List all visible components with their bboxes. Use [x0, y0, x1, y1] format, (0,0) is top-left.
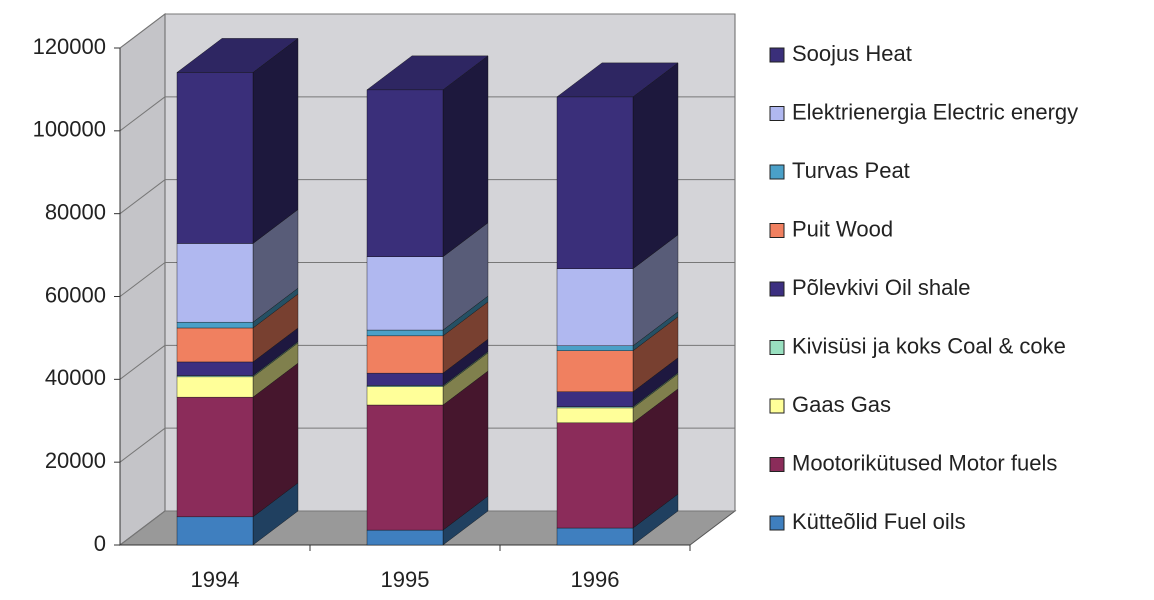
bar [176, 72, 254, 244]
x-tick-label: 1994 [191, 567, 240, 592]
bar-top [556, 62, 679, 98]
grid-line [119, 96, 166, 132]
legend-label: Kivisüsi ja koks Coal & coke [792, 333, 1066, 358]
legend-label: Põlevkivi Oil shale [792, 275, 971, 300]
bar-top [366, 55, 489, 91]
legend-label: Puit Wood [792, 216, 893, 241]
bar [556, 527, 634, 546]
bar [176, 361, 254, 376]
y-tick-label: 120000 [33, 34, 106, 59]
y-tick-label: 40000 [45, 365, 106, 390]
legend-label: Kütteõlid Fuel oils [792, 509, 966, 534]
legend-label: Elektrienergia Electric energy [792, 99, 1078, 124]
x-tick-label: 1996 [571, 567, 620, 592]
legend-swatch [769, 223, 785, 238]
legend-swatch [769, 398, 785, 414]
bar [556, 345, 634, 351]
legend-swatch [769, 340, 785, 355]
bar [556, 407, 634, 424]
legend-swatch [769, 515, 785, 531]
y-tick-label: 60000 [45, 282, 106, 307]
bar [176, 516, 254, 546]
bar [366, 386, 444, 406]
bar [176, 327, 254, 363]
bar [366, 529, 444, 546]
bar [556, 268, 634, 346]
legend-label: Turvas Peat [792, 158, 910, 183]
bar-top [176, 38, 299, 73]
bar [556, 96, 634, 269]
bar [366, 329, 444, 337]
grid-line [119, 344, 166, 380]
bar [366, 404, 444, 531]
grid-line [119, 510, 166, 546]
y-tick-label: 100000 [33, 117, 106, 142]
bar-side [442, 55, 489, 258]
legend-swatch [769, 281, 785, 297]
legend-swatch [769, 457, 785, 472]
bar [556, 422, 634, 529]
legend-label: Mootorikütused Motor fuels [792, 450, 1057, 475]
bar [366, 335, 444, 374]
bar [366, 256, 444, 331]
y-tick-label: 80000 [45, 199, 106, 224]
legend-label: Soojus Heat [792, 41, 912, 66]
bar [176, 376, 254, 398]
y-tick-label: 0 [94, 531, 106, 556]
bar-side [632, 62, 679, 270]
legend-label: Gaas Gas [792, 392, 891, 417]
bar [176, 321, 254, 329]
bar [366, 372, 444, 386]
bar-side [252, 38, 299, 244]
grid-line [119, 13, 166, 49]
y-tick-label: 20000 [45, 448, 106, 473]
x-tick-label: 1995 [381, 567, 430, 592]
bar [556, 350, 634, 392]
legend-swatch [769, 164, 785, 180]
grid-line [119, 179, 166, 215]
legend-swatch [769, 47, 785, 63]
bar [176, 243, 254, 323]
legend-swatch [769, 106, 785, 121]
bar [556, 391, 634, 407]
bar [176, 396, 254, 518]
bar [366, 89, 444, 257]
grid-line [119, 427, 166, 463]
grid-line [119, 262, 166, 297]
